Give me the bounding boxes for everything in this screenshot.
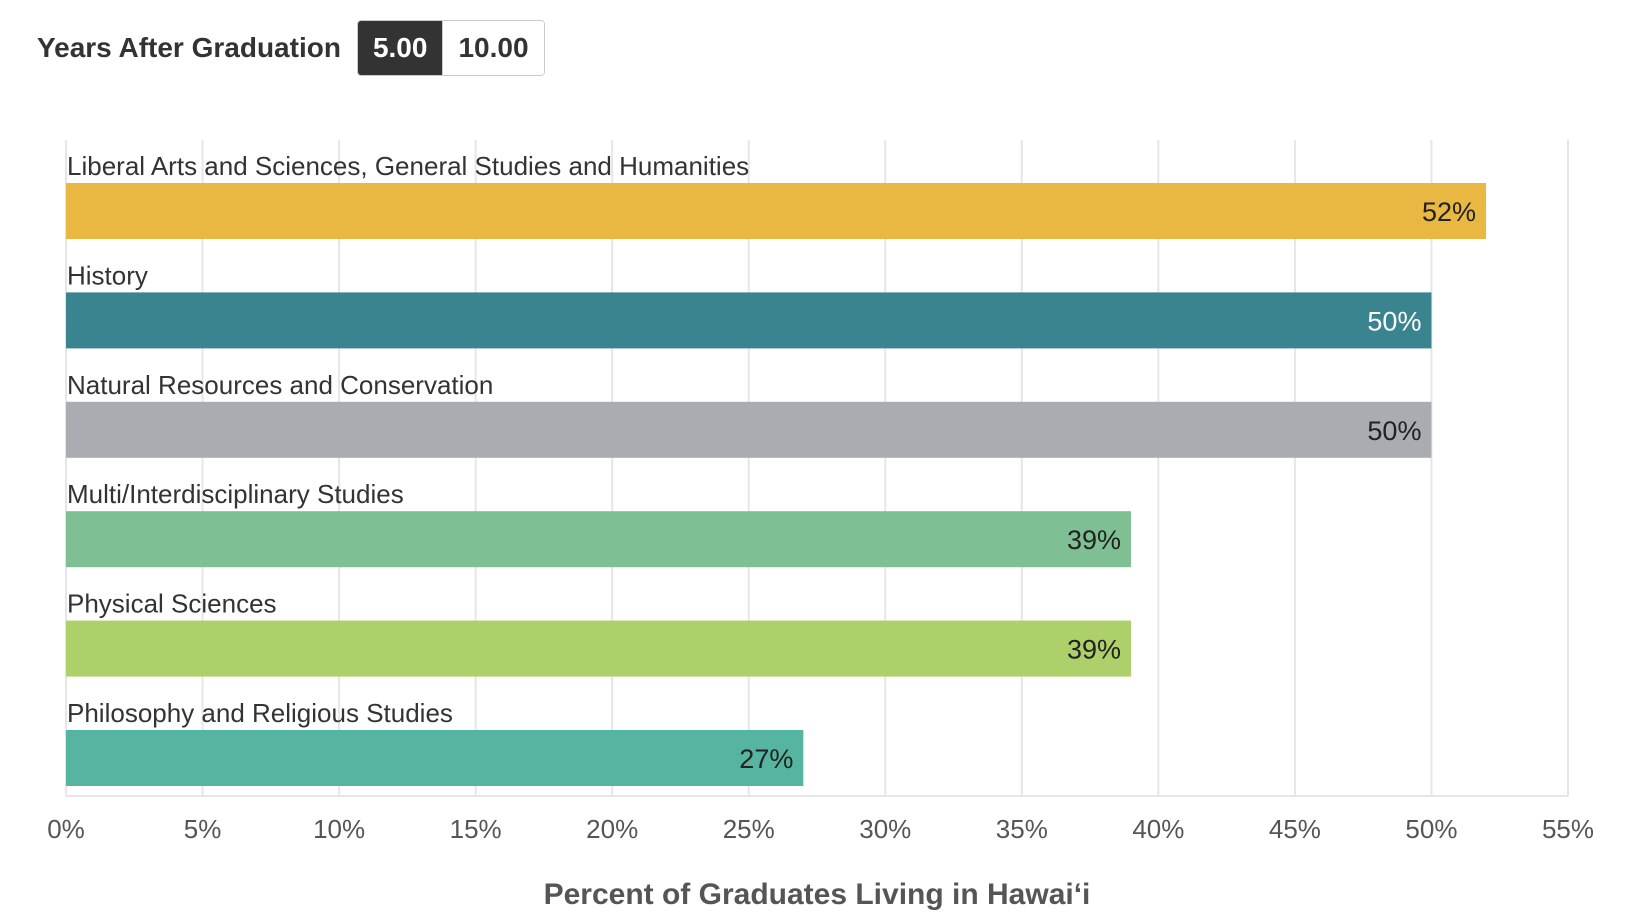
bar[interactable]: [66, 620, 1132, 677]
x-tick-label: 35%: [996, 814, 1048, 844]
category-label: Natural Resources and Conservation: [67, 370, 493, 400]
category-label: Multi/Interdisciplinary Studies: [67, 479, 404, 509]
bar-value-label: 39%: [1067, 525, 1121, 555]
bar[interactable]: [66, 183, 1487, 239]
bar-value-label: 52%: [1422, 197, 1476, 227]
category-label: Liberal Arts and Sciences, General Studi…: [67, 151, 749, 181]
category-label: Philosophy and Religious Studies: [67, 698, 453, 728]
bar[interactable]: [66, 401, 1432, 458]
years-option-10[interactable]: 10.00: [442, 21, 544, 75]
years-toggle-group: 5.00 10.00: [356, 20, 545, 76]
bar-value-label: 50%: [1367, 306, 1421, 336]
x-tick-label: 20%: [586, 814, 638, 844]
bar[interactable]: [66, 292, 1432, 349]
x-tick-label: 50%: [1405, 814, 1457, 844]
bar-value-label: 50%: [1367, 416, 1421, 446]
x-tick-label: 25%: [723, 814, 775, 844]
bar[interactable]: [66, 730, 804, 786]
bar-chart-svg: Liberal Arts and Sciences, General Studi…: [47, 140, 1594, 911]
x-axis-title: Percent of Graduates Living in Hawaiʻi: [544, 878, 1091, 911]
years-option-5[interactable]: 5.00: [357, 21, 443, 75]
x-tick-label: 15%: [450, 814, 502, 844]
x-tick-label: 55%: [1542, 814, 1594, 844]
x-tick-label: 45%: [1269, 814, 1321, 844]
category-label: History: [67, 260, 148, 290]
x-tick-label: 30%: [859, 814, 911, 844]
bar-value-label: 39%: [1067, 635, 1121, 665]
category-label: Physical Sciences: [67, 589, 277, 619]
x-tick-label: 40%: [1132, 814, 1184, 844]
bar[interactable]: [66, 511, 1132, 568]
years-after-graduation-control: Years After Graduation 5.00 10.00: [37, 20, 545, 76]
bar-value-label: 27%: [739, 744, 793, 774]
x-tick-label: 10%: [313, 814, 365, 844]
x-tick-label: 5%: [184, 814, 222, 844]
bar-chart: Liberal Arts and Sciences, General Studi…: [0, 120, 1648, 916]
x-tick-label: 0%: [47, 814, 85, 844]
years-after-graduation-label: Years After Graduation: [37, 32, 341, 63]
